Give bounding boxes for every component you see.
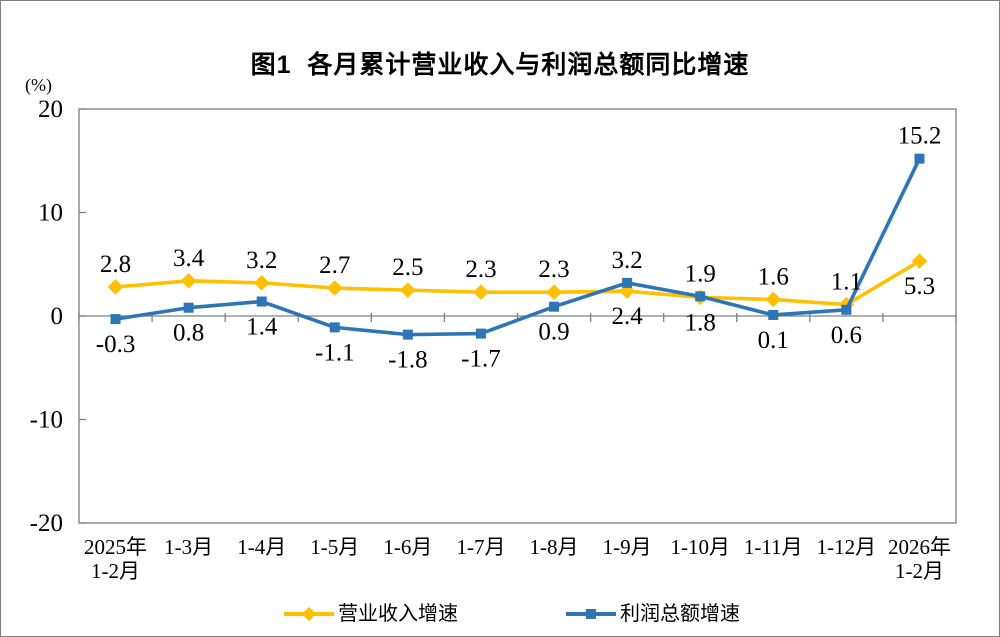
diamond-marker-icon xyxy=(327,280,343,296)
x-axis-category-label: 1-7月 xyxy=(456,535,505,559)
square-marker-icon xyxy=(329,322,340,333)
diamond-marker-icon xyxy=(473,284,489,300)
diamond-marker-icon xyxy=(180,273,197,289)
x-axis-category-label: 1-2月 xyxy=(895,559,944,583)
legend-label-profit: 利润总额增速 xyxy=(620,603,740,625)
data-label: 0.6 xyxy=(831,322,862,349)
data-label: 1.9 xyxy=(685,260,716,287)
square-marker-icon xyxy=(586,609,596,619)
legend-label-revenue: 营业收入增速 xyxy=(338,603,458,625)
x-axis-category-label: 2026年 xyxy=(888,535,951,559)
series-line-1 xyxy=(113,156,922,337)
data-label: 2.8 xyxy=(100,251,131,278)
data-label: 1.8 xyxy=(685,309,716,336)
legend-item-profit: 利润总额增速 xyxy=(566,600,740,628)
legend-marker-profit-square-icon xyxy=(566,605,616,623)
diamond-marker-icon xyxy=(107,279,124,295)
square-marker-icon xyxy=(622,277,633,288)
data-label: 3.2 xyxy=(612,247,643,274)
x-axis-category-label: 1-2月 xyxy=(91,559,140,583)
data-label: 2.5 xyxy=(392,254,423,281)
square-marker-icon xyxy=(475,328,486,339)
diamond-marker-icon xyxy=(400,282,416,298)
legend-marker-revenue-diamond-icon xyxy=(284,605,334,623)
data-label: 1.6 xyxy=(758,263,789,290)
square-marker-icon xyxy=(768,309,779,320)
data-label: 2.3 xyxy=(465,256,496,283)
diamond-marker-icon xyxy=(546,284,562,300)
x-axis-category-label: 1-4月 xyxy=(237,535,286,559)
chart-legend: 营业收入增速 利润总额增速 xyxy=(1,600,999,630)
y-axis-tick-label: -20 xyxy=(30,510,63,537)
square-marker-icon xyxy=(841,304,852,315)
y-axis-tick-label: 10 xyxy=(38,200,63,227)
data-label: 2.3 xyxy=(538,256,569,283)
square-marker-icon xyxy=(549,301,560,312)
data-label: -1.8 xyxy=(388,347,428,374)
diamond-marker-icon xyxy=(765,291,782,308)
data-label: 3.2 xyxy=(246,247,277,274)
y-axis-tick-label: 20 xyxy=(38,96,63,123)
data-label: -0.3 xyxy=(96,331,136,358)
data-label: 2.4 xyxy=(612,303,644,330)
legend-item-revenue: 营业收入增速 xyxy=(284,600,458,628)
x-axis-category-label: 1-8月 xyxy=(530,535,579,559)
x-axis-category-label: 2025年 xyxy=(84,535,147,559)
x-axis-category-label: 1-5月 xyxy=(310,535,359,559)
square-marker-icon xyxy=(695,291,706,302)
data-label: 3.4 xyxy=(173,245,205,272)
square-marker-icon xyxy=(110,314,121,325)
y-axis-tick-label: -10 xyxy=(30,407,63,434)
square-marker-icon xyxy=(183,302,194,313)
y-axis-tick-label: 0 xyxy=(51,303,64,330)
series-line-0 xyxy=(113,259,922,307)
x-axis-category-label: 1-11月 xyxy=(744,535,803,559)
data-label: 5.3 xyxy=(904,273,935,300)
data-label: 0.9 xyxy=(538,319,569,346)
chart-title: 图1 各月累计营业收入与利润总额同比增速 xyxy=(250,51,750,79)
diamond-marker-icon xyxy=(301,606,317,622)
x-axis-category-label: 1-9月 xyxy=(603,535,652,559)
x-axis-category-label: 1-6月 xyxy=(383,535,432,559)
square-marker-icon xyxy=(256,296,267,307)
x-axis-category-label: 1-12月 xyxy=(817,535,877,559)
diamond-marker-icon xyxy=(253,275,270,291)
x-axis-category-label: 1-3月 xyxy=(164,535,213,559)
data-label: 15.2 xyxy=(898,123,942,150)
y-axis-unit-label: (%) xyxy=(25,75,52,95)
data-label: 2.7 xyxy=(319,252,350,279)
data-label: 1.1 xyxy=(831,269,862,296)
data-label: 1.4 xyxy=(246,314,278,341)
data-label: -1.7 xyxy=(461,346,501,373)
data-label: 0.1 xyxy=(758,327,789,354)
diamond-marker-icon xyxy=(911,253,928,269)
x-axis-category-label: 1-10月 xyxy=(670,535,730,559)
data-label: -1.1 xyxy=(315,339,355,366)
square-marker-icon xyxy=(914,153,925,164)
square-marker-icon xyxy=(402,329,413,340)
data-label: 0.8 xyxy=(173,320,204,347)
